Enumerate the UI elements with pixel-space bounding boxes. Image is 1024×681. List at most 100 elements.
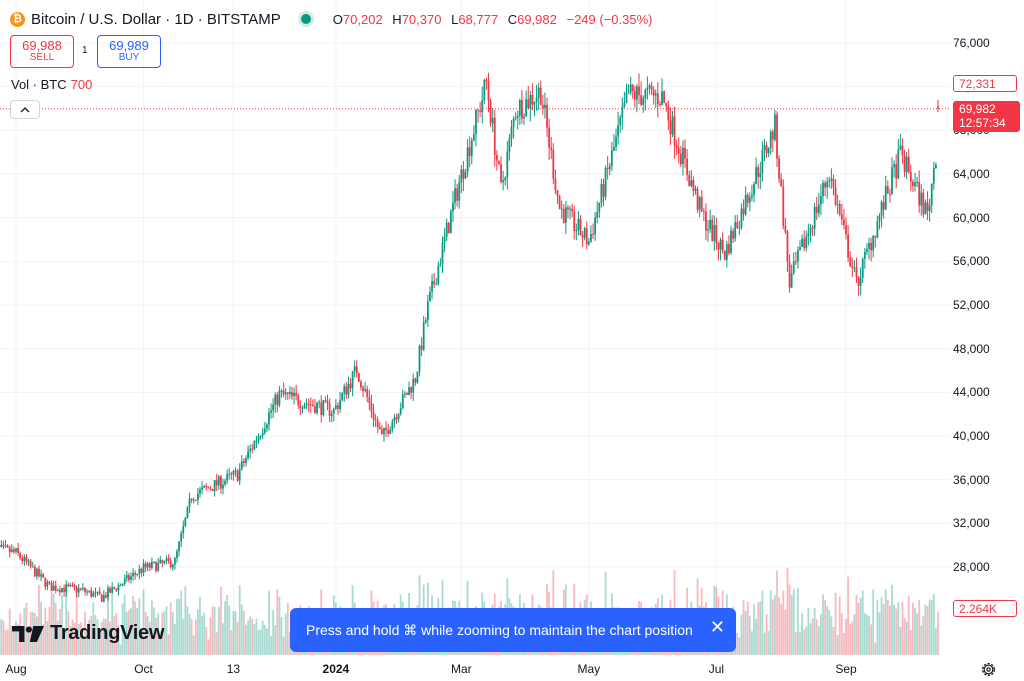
volume-bar	[794, 632, 797, 655]
time-tick-label: May	[577, 662, 601, 676]
volume-legend[interactable]: Vol · BTC 700	[11, 77, 92, 92]
volume-bar	[59, 609, 61, 655]
candle	[794, 251, 797, 265]
candle	[878, 213, 881, 230]
volume-bar	[742, 600, 745, 655]
candle-body	[311, 404, 314, 407]
candle-body	[433, 281, 436, 285]
price-tick-label: 36,000	[953, 472, 990, 487]
volume-bar	[96, 619, 99, 655]
candle-body	[59, 589, 61, 593]
candle-body	[673, 116, 676, 146]
volume-bar	[761, 590, 764, 655]
volume-bar	[847, 576, 849, 655]
candle-body	[688, 174, 691, 187]
candle	[213, 479, 216, 497]
candle	[100, 594, 103, 603]
candle-body	[429, 291, 431, 302]
candle	[644, 88, 647, 111]
candle-body	[558, 195, 561, 209]
candle-body	[360, 381, 362, 388]
candle-body	[65, 584, 68, 592]
candle	[744, 186, 747, 217]
candle	[105, 591, 107, 599]
collapse-legend-button[interactable]	[10, 100, 40, 119]
high-value: 70,370	[401, 11, 442, 27]
candle	[265, 422, 268, 433]
candle-body	[903, 155, 906, 172]
last-price-tag: 69,982 12:57:34	[953, 101, 1020, 132]
symbol-title[interactable]: Bitcoin / U.S. Dollar · 1D · BITSTAMP	[31, 10, 281, 28]
candle	[10, 544, 13, 553]
volume-bar	[786, 567, 789, 655]
candle	[820, 184, 822, 216]
candle	[587, 237, 590, 246]
candle-body	[31, 566, 34, 568]
candle	[577, 211, 580, 236]
candle-body	[711, 219, 714, 241]
candle-body	[788, 262, 791, 288]
candle-body	[811, 227, 814, 229]
symbol-legend[interactable]: ₿ Bitcoin / U.S. Dollar · 1D · BITSTAMP …	[10, 9, 659, 29]
candle	[774, 109, 776, 142]
volume-bar	[79, 622, 82, 655]
candle	[397, 413, 400, 423]
candle	[903, 149, 906, 178]
candle	[487, 72, 490, 113]
candle	[293, 387, 295, 405]
candle	[288, 386, 291, 399]
candle-body	[629, 84, 632, 93]
candle-body	[709, 219, 712, 230]
candle	[355, 360, 358, 378]
sell-button[interactable]: 69,988 SELL	[10, 35, 74, 68]
candle	[523, 113, 525, 125]
candle	[627, 84, 630, 94]
candle-body	[918, 181, 921, 206]
volume-bar	[219, 586, 222, 655]
volume-bar	[56, 620, 59, 655]
candle	[897, 138, 900, 180]
candle-body	[617, 125, 620, 137]
volume-bar	[182, 618, 185, 655]
candle	[38, 565, 40, 578]
candle	[485, 77, 488, 90]
candle	[723, 250, 726, 261]
candle	[98, 587, 101, 595]
candle	[351, 370, 354, 397]
candle-body	[518, 100, 521, 116]
candle-body	[692, 180, 695, 191]
sell-price: 69,988	[22, 38, 62, 54]
buy-button[interactable]: 69,989 BUY	[97, 35, 161, 68]
volume-bar	[203, 612, 206, 655]
candle-body	[675, 145, 678, 148]
candle	[322, 399, 325, 417]
candle-body	[610, 150, 613, 167]
candle	[679, 145, 682, 168]
candle	[560, 200, 563, 219]
candle	[123, 574, 126, 586]
volume-bar	[828, 610, 831, 655]
candle-body	[268, 412, 270, 425]
candle	[550, 136, 553, 159]
candle-body	[337, 405, 339, 409]
candle	[36, 567, 38, 580]
candle	[94, 587, 97, 598]
candle	[512, 116, 515, 139]
candle-body	[339, 400, 341, 409]
settings-gear-icon[interactable]	[980, 661, 997, 678]
candle	[751, 184, 753, 202]
candle	[495, 150, 498, 171]
candle-body	[111, 587, 114, 593]
volume-bar	[215, 632, 218, 655]
candle-body	[646, 87, 649, 90]
candle-body	[820, 196, 822, 205]
candle-body	[293, 392, 295, 397]
close-icon[interactable]: ✕	[709, 617, 725, 637]
candle-body	[146, 563, 149, 568]
candle-body	[732, 230, 735, 239]
candle	[245, 455, 247, 467]
candle	[232, 469, 235, 481]
tradingview-logo[interactable]: TradingView	[12, 622, 164, 645]
candle-body	[826, 181, 829, 188]
